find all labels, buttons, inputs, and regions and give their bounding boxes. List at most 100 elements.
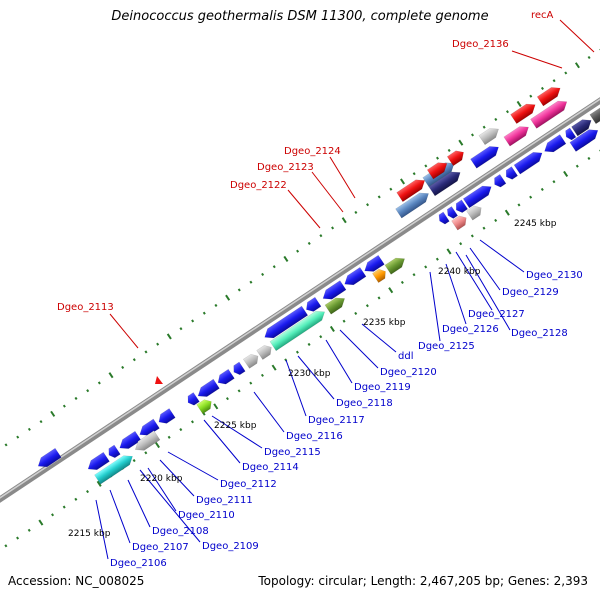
tick-mark-top	[552, 79, 556, 83]
gene-dgeo-2109	[158, 408, 176, 424]
tick-mark-top	[179, 327, 183, 331]
gene-dgeo-2106	[87, 451, 110, 470]
gene-reca	[503, 126, 529, 147]
tick-mark-bottom	[190, 420, 194, 424]
tick-mark-top	[424, 164, 428, 168]
gene-dgeo-2129	[505, 166, 518, 180]
leader-dgeo_2117	[285, 359, 307, 417]
leader-dgeo_2122	[287, 189, 321, 229]
tick-mark-bottom	[249, 381, 253, 385]
leader-dgeo_2118	[297, 355, 335, 400]
tick-mark-top	[516, 100, 522, 108]
scale-label-2225-kbp: 2225 kbp	[214, 421, 257, 431]
tick-mark-top	[482, 125, 486, 129]
leader-dgeo_2129	[469, 247, 501, 291]
gene-dgeo-2120b	[306, 296, 322, 312]
tick-mark-top	[354, 210, 358, 214]
tick-mark-top	[307, 241, 311, 245]
tick-mark-top	[156, 342, 160, 346]
tick-mark-bottom	[575, 164, 579, 168]
leader-dgeo_2112	[167, 451, 219, 481]
map-title: Deinococcus geothermalis DSM 11300, comp…	[111, 9, 489, 24]
scale-label-2245-kbp: 2245 kbp	[514, 219, 557, 229]
gene-ddl	[322, 280, 347, 300]
tick-mark-bottom	[86, 490, 90, 494]
tick-mark-bottom	[225, 397, 229, 401]
tick-mark-top	[540, 86, 544, 91]
label-ddl: ddl	[398, 351, 413, 362]
accession-label: Accession: NC_008025	[8, 574, 145, 588]
leader-dgeo_2109	[139, 469, 201, 543]
tick-mark-top	[331, 226, 335, 230]
label-dgeo_2116: Dgeo_2116	[286, 431, 343, 442]
label-dgeo_2130: Dgeo_2130	[526, 270, 583, 281]
label-dgeo_2126: Dgeo_2126	[442, 324, 499, 335]
tick-mark-top	[458, 139, 464, 146]
tick-mark-top	[108, 372, 114, 379]
tick-mark-bottom	[307, 342, 311, 346]
tick-mark-bottom	[563, 170, 569, 177]
tick-mark-top	[505, 110, 509, 114]
scale-label-2230-kbp: 2230 kbp	[288, 369, 331, 379]
tick-mark-top	[412, 172, 416, 176]
leader-dgeo_2136	[511, 50, 563, 69]
tick-mark-bottom	[587, 156, 591, 161]
tick-mark-top	[249, 280, 253, 284]
leader-dgeo_2113	[109, 313, 139, 349]
gene-red-c	[446, 150, 464, 167]
tick-mark-bottom	[424, 265, 428, 269]
scale-label-2220-kbp: 2220 kbp	[140, 474, 183, 484]
scale-label-2240-kbp: 2240 kbp	[438, 267, 481, 277]
tick-mark-bottom	[354, 311, 358, 315]
tick-mark-top	[214, 303, 218, 307]
tick-mark-bottom	[62, 505, 66, 509]
tick-mark-bottom	[529, 195, 533, 199]
gene-dgeo-2126b	[438, 211, 450, 225]
tick-mark-bottom	[504, 209, 510, 216]
label-dgeo_2128: Dgeo_2128	[511, 328, 568, 339]
tick-mark-bottom	[154, 442, 160, 449]
gene-dgeo-2121	[344, 267, 367, 286]
tick-mark-top	[261, 272, 265, 276]
gene-dgeo-2116	[242, 353, 259, 369]
tick-mark-top	[341, 217, 347, 224]
tick-mark-top	[470, 133, 474, 137]
leader-dgeo_2115	[211, 415, 263, 449]
tick-mark-bottom	[74, 497, 78, 501]
tick-mark-top	[27, 427, 31, 431]
leader-dgeo_2125	[429, 271, 441, 342]
tick-mark-bottom	[271, 364, 277, 371]
tick-mark-bottom	[237, 389, 241, 393]
gene-dgeo-2115	[233, 361, 246, 376]
label-dgeo_2124: Dgeo_2124	[284, 146, 341, 157]
label-dgeo_2111: Dgeo_2111	[196, 495, 253, 506]
gene-2131	[544, 134, 567, 153]
tick-mark-bottom	[260, 373, 264, 377]
tick-mark-top	[144, 350, 148, 354]
tick-mark-top	[400, 178, 406, 185]
gene-small-2	[446, 206, 459, 219]
tick-mark-bottom	[144, 451, 148, 455]
label-dgeo_2125: Dgeo_2125	[418, 341, 475, 352]
tick-mark-bottom	[412, 273, 416, 277]
marker-dgeo-2113	[155, 376, 163, 384]
tick-mark-top	[132, 358, 136, 362]
gene-dgeo-2111	[187, 392, 200, 406]
gene-dgeo-2126	[466, 205, 482, 221]
gene-dgeo-2113b	[217, 368, 235, 385]
label-dgeo_2117: Dgeo_2117	[308, 415, 365, 426]
tick-mark-bottom	[319, 335, 323, 339]
gene-small-1	[108, 444, 121, 459]
tick-mark-top	[366, 203, 370, 207]
leader-dgeo_2106	[95, 499, 109, 560]
gene-dgeo-2119	[324, 297, 345, 315]
gene-2134b	[569, 129, 599, 152]
gene-labels: recA Dgeo_2136 Dgeo_2124 Dgeo_2123 Dgeo_2122…	[57, 10, 583, 569]
gene-red-a	[396, 179, 426, 203]
leader-dgeo_2116	[253, 391, 285, 433]
gene-dgeo-2120	[264, 305, 309, 339]
tick-mark-bottom	[388, 287, 394, 294]
label-dgeo_2109: Dgeo_2109	[202, 541, 259, 552]
gene-dgeo-2128	[494, 174, 507, 188]
